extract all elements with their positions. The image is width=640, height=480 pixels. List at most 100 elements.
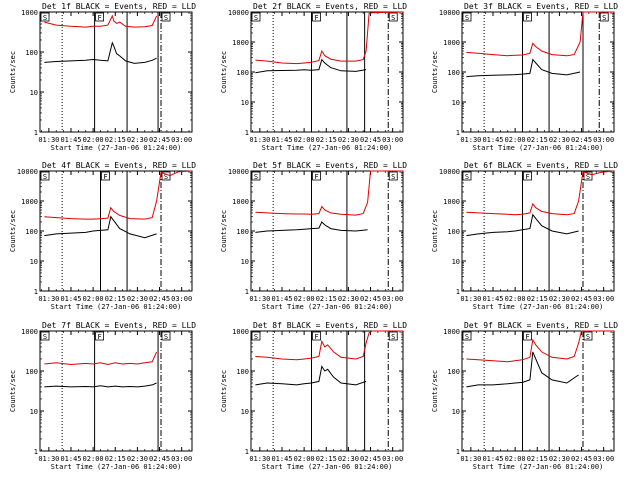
- x-axis-label: Start Time (27-Jan-06 01:24:00): [51, 463, 182, 471]
- chart-title: Det 9f BLACK = Events, RED = LLD: [464, 321, 618, 330]
- chart-title: Det 1f BLACK = Events, RED = LLD: [42, 2, 196, 11]
- y-axis-label: Counts/sec: [220, 51, 228, 93]
- marker-box: [251, 12, 261, 22]
- y-tick-label: 100: [25, 228, 38, 236]
- marker-box: [161, 12, 171, 22]
- series-line-lld: [466, 11, 614, 57]
- x-tick-label: 03:00: [382, 295, 403, 303]
- y-tick-label: 1: [456, 129, 460, 137]
- chart-panel-9: Det 9f BLACK = Events, RED = LLD Counts/s…: [431, 321, 618, 471]
- y-tick-label: 10: [241, 408, 249, 416]
- series-line-lld: [255, 330, 403, 361]
- y-tick-label: 10: [30, 408, 38, 416]
- marker-box: [251, 171, 261, 181]
- series-line-lld: [44, 170, 193, 220]
- marker-label: F: [314, 173, 318, 181]
- x-axis-label: Start Time (27-Jan-06 01:24:00): [51, 303, 182, 311]
- x-tick-label: 02:00: [505, 295, 526, 303]
- x-tick-label: 01:45: [60, 295, 81, 303]
- x-tick-label: 02:30: [127, 455, 148, 463]
- x-tick-label: 02:30: [338, 455, 359, 463]
- x-tick-label: 03:00: [593, 136, 614, 144]
- x-tick-label: 02:00: [83, 455, 104, 463]
- series-line-events: [466, 58, 581, 78]
- chart-title: Det 8f BLACK = Events, RED = LLD: [253, 321, 407, 330]
- marker-label: S: [43, 333, 47, 341]
- x-tick-label: 01:45: [271, 136, 292, 144]
- x-tick-label: 01:30: [460, 136, 481, 144]
- x-tick-label: 02:30: [549, 455, 570, 463]
- plot-frame: [250, 11, 404, 133]
- y-axis-label: Counts/sec: [431, 210, 439, 252]
- x-tick-label: 02:15: [527, 136, 548, 144]
- x-tick-label: 02:15: [316, 295, 337, 303]
- marker-label: F: [525, 333, 529, 341]
- chart-title: Det 5f BLACK = Events, RED = LLD: [253, 161, 407, 170]
- y-axis-label: Counts/sec: [9, 51, 17, 93]
- x-tick-label: 02:30: [549, 295, 570, 303]
- marker-box: [388, 331, 398, 341]
- plot-frame: [39, 11, 193, 133]
- y-tick-label: 1: [34, 448, 38, 456]
- chart-panel-5: Det 5f BLACK = Events, RED = LLD Counts/s…: [220, 161, 407, 311]
- x-tick-label: 01:45: [482, 295, 503, 303]
- series-line-events: [255, 58, 367, 74]
- x-tick-label: 03:00: [593, 455, 614, 463]
- chart-title: Det 4f BLACK = Events, RED = LLD: [42, 161, 196, 170]
- x-axis-label: Start Time (27-Jan-06 01:24:00): [262, 303, 393, 311]
- x-tick-label: 02:15: [527, 455, 548, 463]
- x-tick-label: 02:00: [294, 136, 315, 144]
- x-axis-label: Start Time (27-Jan-06 01:24:00): [51, 144, 182, 152]
- y-tick-label: 100: [447, 69, 460, 77]
- marker-box: [388, 12, 398, 22]
- chart-panel-1: Det 1f BLACK = Events, RED = LLD Counts/s…: [9, 2, 196, 152]
- x-axis-label: Start Time (27-Jan-06 01:24:00): [262, 144, 393, 152]
- x-tick-label: 03:00: [382, 136, 403, 144]
- x-tick-label: 02:00: [294, 455, 315, 463]
- y-tick-label: 10000: [17, 168, 38, 176]
- x-tick-label: 02:45: [149, 455, 170, 463]
- x-tick-label: 01:30: [249, 136, 270, 144]
- y-tick-label: 10: [452, 408, 460, 416]
- series-line-lld: [255, 11, 404, 65]
- x-tick-label: 01:30: [249, 295, 270, 303]
- x-tick-label: 02:15: [527, 295, 548, 303]
- series-line-events: [44, 41, 157, 64]
- y-tick-label: 10: [241, 99, 249, 107]
- x-tick-label: 01:30: [460, 455, 481, 463]
- marker-label: S: [43, 14, 47, 22]
- x-tick-label: 02:15: [105, 295, 126, 303]
- chart-panel-4: Det 4f BLACK = Events, RED = LLD Counts/s…: [9, 161, 196, 311]
- chart-title: Det 7f BLACK = Events, RED = LLD: [42, 321, 196, 330]
- y-tick-label: 1: [245, 448, 249, 456]
- marker-box: [95, 12, 105, 22]
- marker-label: S: [391, 173, 395, 181]
- marker-label: S: [254, 173, 258, 181]
- plot-frame: [461, 11, 615, 133]
- marker-box: [599, 12, 609, 22]
- y-tick-label: 1000: [232, 39, 249, 47]
- x-tick-label: 02:15: [316, 136, 337, 144]
- y-tick-label: 100: [25, 368, 38, 376]
- chart-panel-6: Det 6f BLACK = Events, RED = LLD Counts/s…: [431, 161, 618, 311]
- plot-frame: [39, 330, 193, 452]
- y-tick-label: 1000: [443, 39, 460, 47]
- marker-box: [95, 331, 105, 341]
- x-tick-label: 03:00: [171, 455, 192, 463]
- y-tick-label: 100: [236, 368, 249, 376]
- x-tick-label: 02:45: [571, 455, 592, 463]
- chart-title: Det 2f BLACK = Events, RED = LLD: [253, 2, 407, 11]
- marker-label: S: [391, 333, 395, 341]
- y-tick-label: 10000: [228, 168, 249, 176]
- x-tick-label: 01:30: [460, 295, 481, 303]
- x-tick-label: 02:30: [338, 295, 359, 303]
- x-tick-label: 02:15: [105, 455, 126, 463]
- y-tick-label: 1000: [443, 328, 460, 336]
- marker-label: S: [586, 333, 590, 341]
- y-tick-label: 1: [456, 288, 460, 296]
- series-line-lld: [466, 170, 615, 216]
- y-tick-label: 10: [241, 258, 249, 266]
- y-tick-label: 1000: [21, 198, 38, 206]
- x-tick-label: 02:00: [294, 295, 315, 303]
